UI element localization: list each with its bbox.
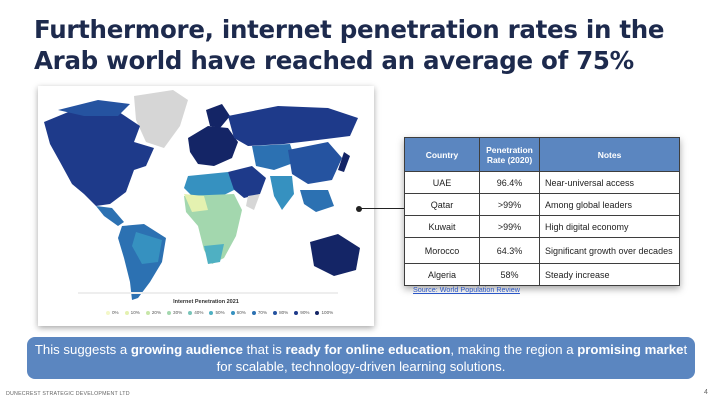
cell-rate: >99% xyxy=(479,215,540,238)
penetration-table-panel: Country Penetration Rate (2020) Notes UA… xyxy=(404,137,680,286)
legend-label: 10% xyxy=(130,310,140,315)
map-india xyxy=(270,176,294,210)
map-southeast-asia xyxy=(300,190,334,212)
map-horn-africa xyxy=(246,194,260,210)
map-central-america xyxy=(96,206,124,226)
banner-emphasis: growing audience xyxy=(130,342,243,357)
map-africa xyxy=(184,194,242,264)
table-header-row: Country Penetration Rate (2020) Notes xyxy=(404,137,680,172)
legend-item: 30% xyxy=(167,310,182,315)
legend-label: 30% xyxy=(173,310,183,315)
footer-company: DUNECREST STRATEGIC DEVELOPMENT LTD xyxy=(6,391,130,397)
map-europe xyxy=(188,126,238,166)
table-row: Kuwait >99% High digital economy xyxy=(404,215,680,238)
legend-label: 20% xyxy=(151,310,162,315)
banner-emphasis: ready for online education xyxy=(285,342,451,357)
legend-item: 100% xyxy=(315,310,333,315)
legend-swatch xyxy=(188,310,193,315)
legend-item: 50% xyxy=(209,310,225,315)
map-central-asia xyxy=(252,144,296,170)
legend-swatch xyxy=(209,310,214,315)
cell-notes: Steady increase xyxy=(539,263,680,286)
slide-title: Furthermore, internet penetration rates … xyxy=(34,15,665,75)
banner-text: that is xyxy=(242,342,286,357)
map-russia xyxy=(228,106,358,146)
legend-item: 40% xyxy=(188,310,203,315)
banner-emphasis: promising marke xyxy=(577,342,684,357)
map-japan xyxy=(338,152,350,172)
map-legend: 0% 10% 20% 30% 40% 50% 60% 70% 80% 90% 100% xyxy=(106,310,333,315)
cell-country: Morocco xyxy=(404,237,480,264)
legend-swatch xyxy=(167,310,172,315)
penetration-table: Country Penetration Rate (2020) Notes UA… xyxy=(404,137,680,286)
legend-label: 0% xyxy=(112,310,119,315)
map-scandinavia xyxy=(206,104,230,128)
legend-item: 60% xyxy=(230,310,246,315)
cell-country: Kuwait xyxy=(404,215,480,238)
legend-label: 60% xyxy=(236,310,246,315)
legend-label: 90% xyxy=(300,310,310,315)
legend-swatch xyxy=(251,310,256,315)
cell-country: Algeria xyxy=(404,263,480,286)
legend-label: 100% xyxy=(321,310,334,315)
cell-rate: 96.4% xyxy=(479,171,540,194)
map-greenland xyxy=(134,90,188,148)
legend-item: 0% xyxy=(106,310,119,315)
legend-item: 10% xyxy=(124,310,140,315)
source-link[interactable]: Source: World Population Review xyxy=(413,285,520,294)
legend-label: 70% xyxy=(257,310,268,315)
map-west-africa xyxy=(184,194,208,212)
cell-notes: Significant growth over decades xyxy=(539,237,680,264)
legend-item: 70% xyxy=(251,310,268,315)
cell-country: UAE xyxy=(404,171,480,194)
map-middle-east xyxy=(228,166,266,198)
world-map xyxy=(44,90,360,300)
legend-swatch xyxy=(124,310,129,315)
banner-text: t for scalable, technology-driven learni… xyxy=(216,342,688,374)
legend-swatch xyxy=(273,310,278,315)
cell-rate: >99% xyxy=(479,193,540,216)
legend-label: 80% xyxy=(279,310,289,315)
page-number: 4 xyxy=(704,389,708,396)
table-row: Morocco 64.3% Significant growth over de… xyxy=(404,237,680,264)
map-australia xyxy=(310,234,360,276)
summary-banner: This suggests a growing audience that is… xyxy=(27,337,695,379)
cell-notes: High digital economy xyxy=(539,215,680,238)
map-north-america xyxy=(44,108,154,206)
banner-text: , making the region a xyxy=(450,342,578,357)
map-china xyxy=(288,142,342,184)
banner-text: This suggests a xyxy=(34,342,131,357)
legend-swatch xyxy=(145,310,150,315)
map-canada-north xyxy=(58,100,130,116)
table-row: Algeria 58% Steady increase xyxy=(404,263,680,286)
connector-line xyxy=(359,208,407,209)
cell-rate: 64.3% xyxy=(479,237,540,264)
legend-swatch xyxy=(315,310,320,315)
legend-swatch xyxy=(294,310,299,315)
legend-item: 80% xyxy=(273,310,288,315)
table-row: Qatar >99% Among global leaders xyxy=(404,193,680,216)
map-title: Internet Penetration 2021 xyxy=(173,299,239,305)
cell-notes: Near-universal access xyxy=(539,171,680,194)
header-notes: Notes xyxy=(539,137,680,172)
map-south-africa xyxy=(204,244,224,264)
legend-swatch xyxy=(230,310,235,315)
map-brazil xyxy=(132,232,162,264)
header-rate: Penetration Rate (2020) xyxy=(479,137,540,172)
map-antarctica xyxy=(78,292,338,294)
legend-label: 40% xyxy=(194,310,204,315)
table-row: UAE 96.4% Near-universal access xyxy=(404,171,680,194)
cell-rate: 58% xyxy=(479,263,540,286)
legend-item: 90% xyxy=(294,310,309,315)
cell-notes: Among global leaders xyxy=(539,193,680,216)
world-map-panel: Internet Penetration 2021 0% 10% 20% 30% 40%… xyxy=(38,86,374,326)
cell-country: Qatar xyxy=(404,193,480,216)
legend-label: 50% xyxy=(215,310,225,315)
header-country: Country xyxy=(404,137,480,172)
map-north-africa xyxy=(184,172,234,198)
legend-swatch xyxy=(106,310,110,315)
legend-item: 20% xyxy=(145,310,162,315)
